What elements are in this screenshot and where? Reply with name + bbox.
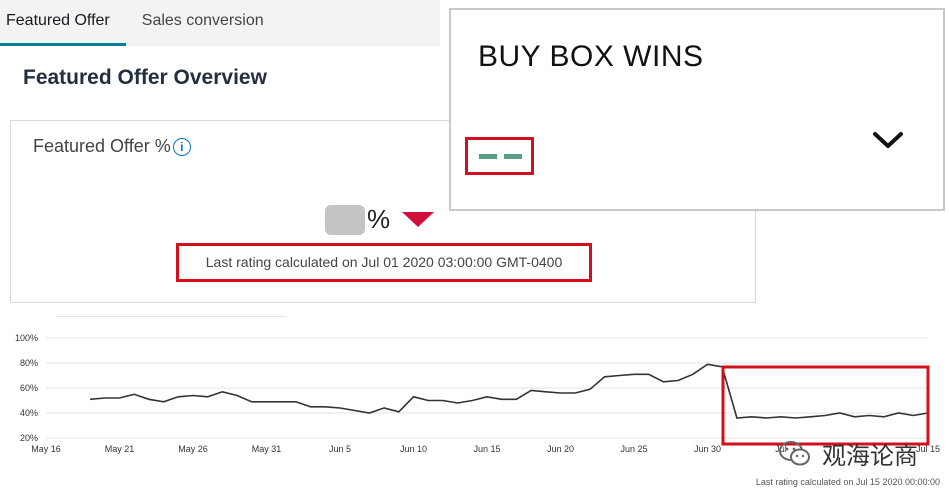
y-tick-label: 20% <box>20 433 38 443</box>
x-tick-label: May 21 <box>105 444 135 454</box>
dash-mark <box>504 154 522 159</box>
info-icon[interactable]: i <box>172 138 191 156</box>
buy-box-title: BUY BOX WINS <box>478 40 704 73</box>
tab-sales-conversion[interactable]: Sales conversion <box>141 12 264 29</box>
x-tick-label: Jun 10 <box>400 444 427 454</box>
dash-mark <box>479 154 497 159</box>
featured-offer-label-row: Featured Offer % i <box>33 136 191 157</box>
page-title: Featured Offer Overview <box>23 66 267 89</box>
highlight-box <box>721 365 930 446</box>
y-tick-label: 40% <box>20 408 38 418</box>
chevron-down-icon[interactable] <box>871 128 905 152</box>
percent-value-redacted <box>325 204 365 235</box>
x-tick-label: Jun 5 <box>329 444 351 454</box>
x-tick-label: Jul 15 <box>916 444 940 454</box>
x-tick-label: Jun 30 <box>694 444 721 454</box>
y-tick-label: 60% <box>20 383 38 393</box>
watermark: 观海论商 <box>778 436 918 471</box>
buy-box-value <box>465 137 534 175</box>
series-line <box>90 363 929 419</box>
buy-box-wins-panel: BUY BOX WINS <box>449 8 945 211</box>
y-tick-label: 80% <box>20 358 38 368</box>
watermark-text: 观海论商 <box>822 443 918 470</box>
x-tick-label: May 26 <box>178 444 208 454</box>
featured-offer-label: Featured Offer % <box>33 136 171 156</box>
x-tick-label: May 31 <box>252 444 282 454</box>
x-tick-label: Jun 15 <box>473 444 500 454</box>
tab-featured-offer[interactable]: Featured Offer <box>0 0 126 46</box>
featured-offer-chart: 100% 80% 60% 40% 20%May 16 May 21 May 26 May 31… <box>15 333 940 454</box>
divider <box>56 316 286 317</box>
tab-bar: Featured Offer Sales conversion <box>0 0 440 46</box>
x-tick-label: Jun 25 <box>620 444 647 454</box>
y-tick-label: 100% <box>15 333 38 343</box>
wechat-icon <box>779 440 810 465</box>
trend-down-icon <box>402 212 435 227</box>
x-tick-label: May 16 <box>31 444 61 454</box>
percent-symbol: % <box>367 204 391 234</box>
x-tick-label: Jun 20 <box>547 444 574 454</box>
last-rating-text: Last rating calculated on Jul 01 2020 03… <box>176 243 592 282</box>
chart-footer: Last rating calculated on Jul 15 2020 00… <box>755 477 940 487</box>
featured-offer-percent: % <box>325 204 435 235</box>
